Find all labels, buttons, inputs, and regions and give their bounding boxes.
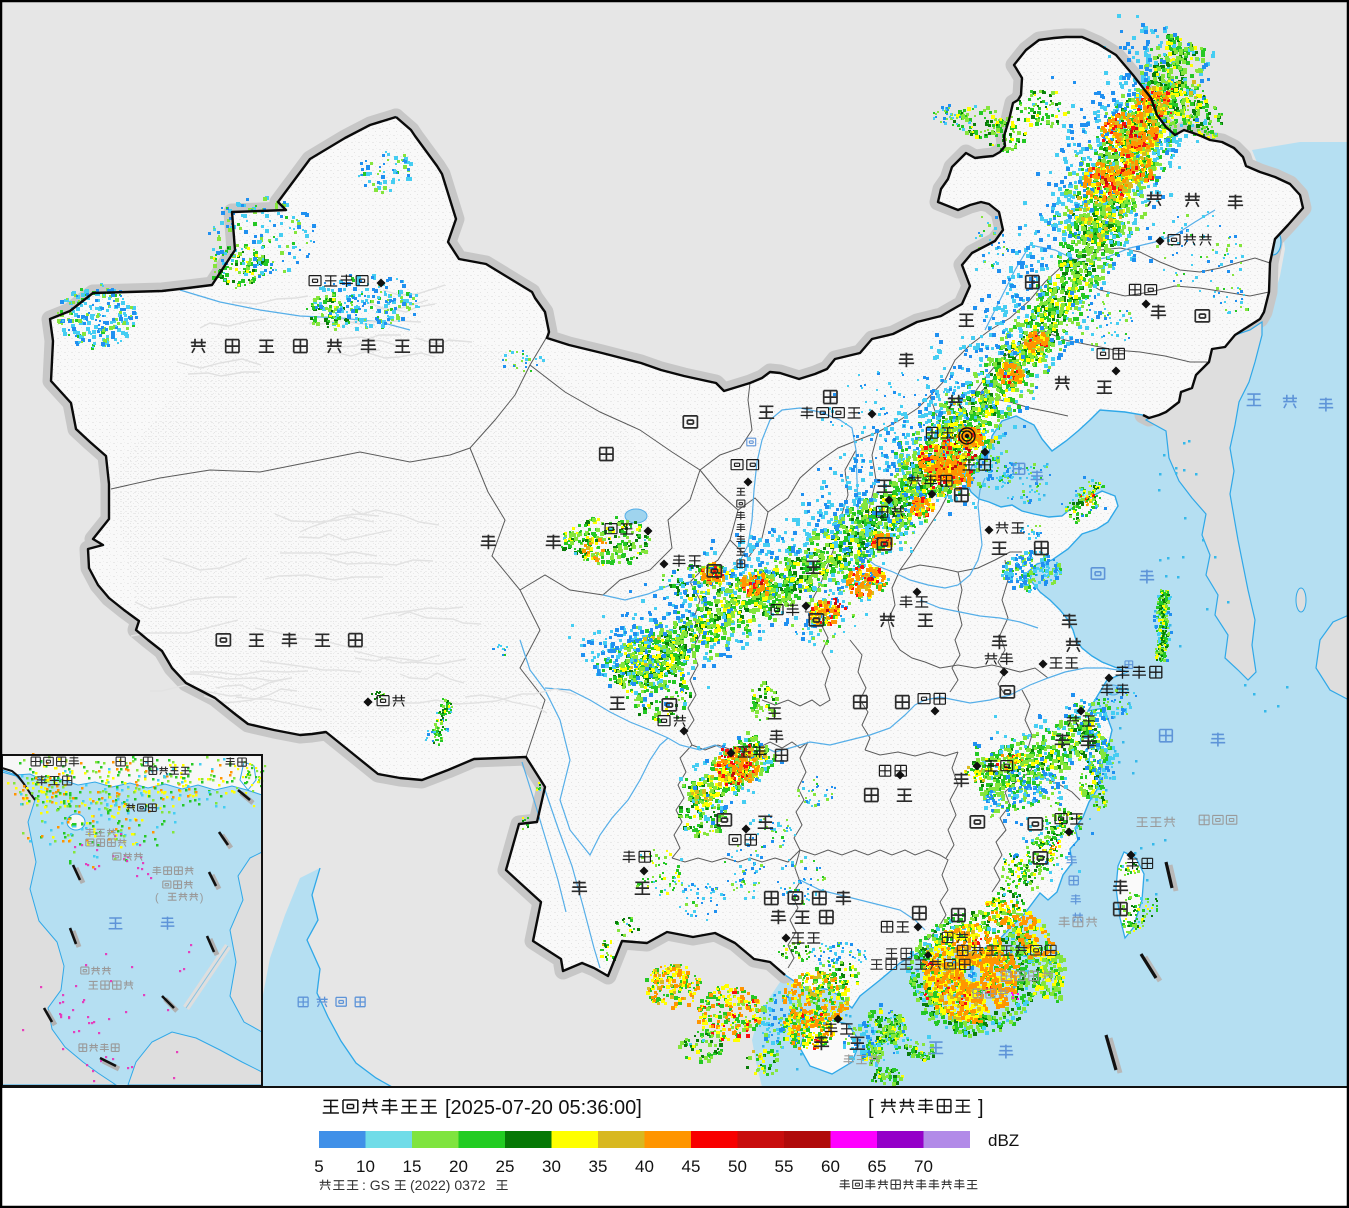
svg-text:60: 60 bbox=[821, 1157, 840, 1176]
svg-text:65: 65 bbox=[868, 1157, 887, 1176]
svg-text:dBZ: dBZ bbox=[988, 1131, 1019, 1150]
svg-text:): ) bbox=[200, 892, 204, 904]
svg-text:(: ( bbox=[155, 892, 159, 904]
svg-text:70: 70 bbox=[914, 1157, 933, 1176]
svg-text:20: 20 bbox=[449, 1157, 468, 1176]
svg-text:[2025-07-20 05:36:00]: [2025-07-20 05:36:00] bbox=[445, 1097, 642, 1119]
svg-text:[: [ bbox=[868, 1097, 874, 1119]
svg-text:25: 25 bbox=[496, 1157, 515, 1176]
svg-text:(2022) 0372: (2022) 0372 bbox=[410, 1177, 486, 1193]
svg-text:35: 35 bbox=[589, 1157, 608, 1176]
svg-text:10: 10 bbox=[356, 1157, 375, 1176]
svg-text:5: 5 bbox=[314, 1157, 323, 1176]
svg-text:50: 50 bbox=[728, 1157, 747, 1176]
svg-text:40: 40 bbox=[635, 1157, 654, 1176]
svg-text:15: 15 bbox=[403, 1157, 422, 1176]
svg-text:45: 45 bbox=[682, 1157, 701, 1176]
svg-text:: GS: : GS bbox=[362, 1177, 390, 1193]
svg-text:30: 30 bbox=[542, 1157, 561, 1176]
svg-text:55: 55 bbox=[775, 1157, 794, 1176]
svg-text:]: ] bbox=[978, 1097, 984, 1119]
